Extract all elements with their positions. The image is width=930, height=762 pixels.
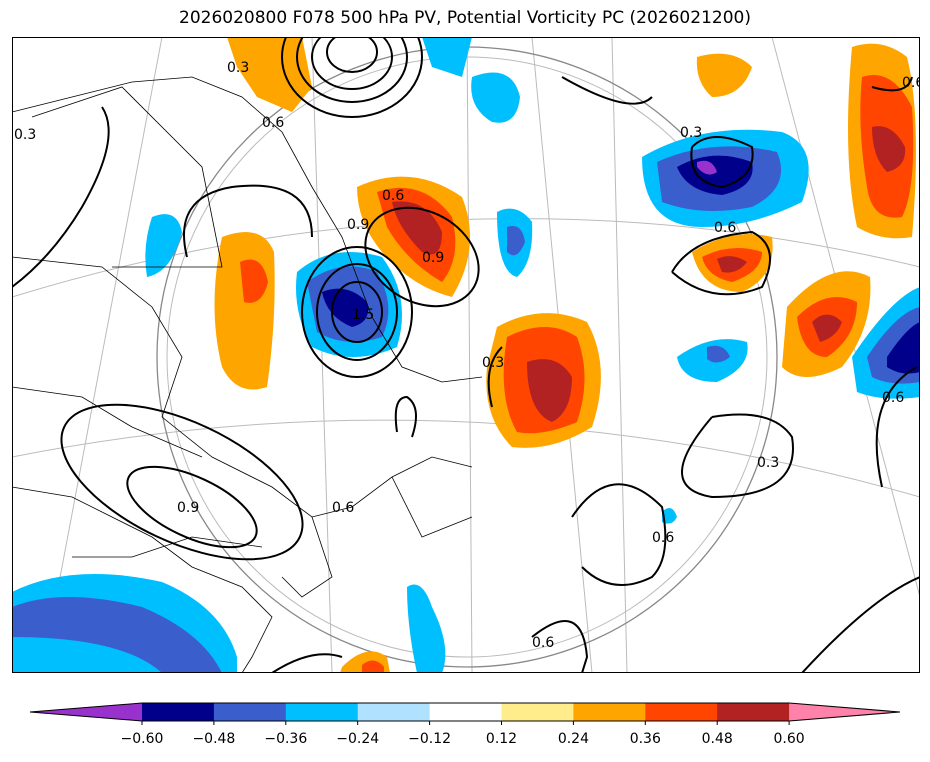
contour-label: 0.6 (714, 220, 736, 236)
contour-label: 0.6 (532, 635, 554, 651)
contour-label: 1.5 (352, 307, 374, 323)
contour-label: 0.6 (262, 115, 284, 131)
colorbar-tick-label: −0.12 (408, 731, 451, 747)
pv-contours (12, 37, 920, 673)
colorbar-tick-label: 0.36 (630, 731, 661, 747)
contour-label: 0.6 (332, 500, 354, 516)
map-frame (12, 37, 920, 673)
contour-label: 0.3 (227, 60, 249, 76)
contour-label: 0.9 (347, 217, 369, 233)
contour-label: 0.3 (14, 127, 36, 143)
colorbar-segment (501, 703, 574, 721)
contour-label: 0.6 (652, 530, 674, 546)
colorbar-tick-label: 0.24 (558, 731, 589, 747)
contour-label: 0.3 (757, 455, 779, 471)
pv-shading (12, 37, 920, 673)
colorbar: −0.60 −0.48 −0.36 −0.24 −0.12 0.12 0.24 0.36 0.4… (29, 702, 901, 747)
colorbar-tick-label: 0.12 (486, 731, 517, 747)
colorbar-segment (357, 703, 431, 721)
contour-label: 0.6 (382, 188, 404, 204)
colorbar-tick-label: −0.24 (336, 731, 379, 747)
colorbar-extend-max (789, 703, 900, 721)
contour-label-group: 0.3 0.3 0.6 0.9 1.5 0.6 0.3 0.6 0.6 0.6 … (14, 60, 920, 651)
colorbar-tick-label: −0.60 (121, 731, 164, 747)
colorbar-segment (213, 703, 287, 721)
contour-label: 0.3 (680, 125, 702, 141)
colorbar-segment (285, 703, 359, 721)
map-panel: 0.3 0.3 0.6 0.9 1.5 0.6 0.3 0.6 0.6 0.6 … (12, 37, 920, 673)
colorbar-segment (142, 703, 215, 721)
coastlines (12, 76, 483, 673)
colorbar-tick-label: 0.60 (774, 731, 805, 747)
contour-label: 0.3 (482, 355, 504, 371)
contour-label: 0.9 (422, 250, 444, 266)
colorbar-tick-label: −0.36 (264, 731, 307, 747)
colorbar-segment (429, 703, 502, 721)
colorbar-segment (717, 703, 790, 721)
colorbar-segment (573, 703, 646, 721)
colorbar-segment (645, 703, 718, 721)
contour-label: 0.9 (177, 500, 199, 516)
colorbar-tick-label: −0.48 (192, 731, 235, 747)
contour-label: 0.6 (882, 390, 904, 406)
colorbar-tick-label: 0.48 (702, 731, 733, 747)
graticule (12, 37, 920, 673)
contour-label: 0.6 (902, 75, 920, 91)
chart-title: 2026020800 F078 500 hPa PV, Potential Vo… (179, 8, 751, 28)
colorbar-extend-min (30, 703, 142, 721)
